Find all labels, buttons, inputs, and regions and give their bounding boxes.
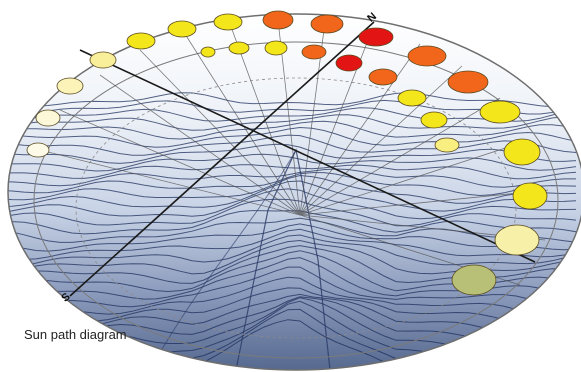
sun-position-marker — [167, 20, 197, 38]
contour-line — [8, 228, 577, 260]
sun-position-marker — [264, 40, 288, 56]
sun-position-marker — [451, 264, 497, 296]
sun-position-marker — [35, 109, 61, 127]
contour-line — [8, 126, 577, 148]
sun-position-marker — [228, 41, 250, 55]
radial-line — [299, 189, 549, 216]
radial-line — [59, 109, 301, 216]
contour-line — [8, 266, 576, 308]
sun-position-marker — [200, 46, 216, 58]
contour-line — [8, 180, 577, 212]
sun-position-marker — [479, 100, 521, 124]
terrain-contours — [8, 14, 581, 370]
sun-position-marker — [89, 51, 117, 69]
radial-line — [299, 139, 531, 216]
contour-line — [8, 92, 577, 108]
contour-line — [8, 153, 577, 172]
radial-line — [39, 149, 301, 216]
sun-position-marker — [494, 224, 540, 256]
sun-position-marker — [310, 14, 344, 34]
middle-ring — [33, 41, 559, 359]
contour-line — [8, 134, 577, 156]
sun-position-marker — [407, 45, 447, 67]
radial-line — [299, 43, 421, 216]
sun-position-marker — [262, 10, 294, 30]
diagonal-axis — [79, 49, 536, 263]
sun-position-marker — [26, 142, 50, 158]
sun-position-marker — [126, 32, 156, 50]
sun-position-marker — [503, 138, 541, 166]
sun-position-marker — [335, 54, 363, 72]
outer-ring — [7, 13, 581, 371]
contour-line — [8, 234, 577, 268]
sun-position-marker — [213, 13, 243, 31]
sun-position-marker — [512, 182, 548, 210]
sun-position-marker — [358, 27, 394, 47]
contour-line — [8, 223, 577, 252]
radial-line — [139, 49, 301, 216]
sun-position-marker — [420, 111, 448, 129]
radial-lines — [39, 19, 549, 286]
contour-line — [8, 276, 577, 316]
sun-position-marker — [447, 70, 489, 94]
sun-position-marker — [434, 137, 460, 153]
sun-position-marker — [368, 68, 398, 86]
radial-line — [184, 33, 301, 216]
sun-position-marker — [56, 77, 84, 95]
contour-line — [8, 164, 577, 180]
inner-ring — [75, 77, 517, 339]
sun-position-marker — [397, 89, 427, 107]
sun-position-marker — [301, 44, 327, 60]
contour-line — [8, 168, 576, 188]
radial-line — [99, 74, 301, 216]
contour-line — [8, 107, 577, 124]
sun-positions — [26, 10, 548, 296]
contour-line — [8, 99, 577, 116]
contour-line — [8, 198, 577, 227]
contour-line — [8, 188, 577, 220]
radial-line — [299, 97, 501, 216]
north-south-axis — [69, 21, 375, 297]
radial-line — [299, 65, 463, 216]
diagram-caption: Sun path diagram — [24, 327, 127, 342]
